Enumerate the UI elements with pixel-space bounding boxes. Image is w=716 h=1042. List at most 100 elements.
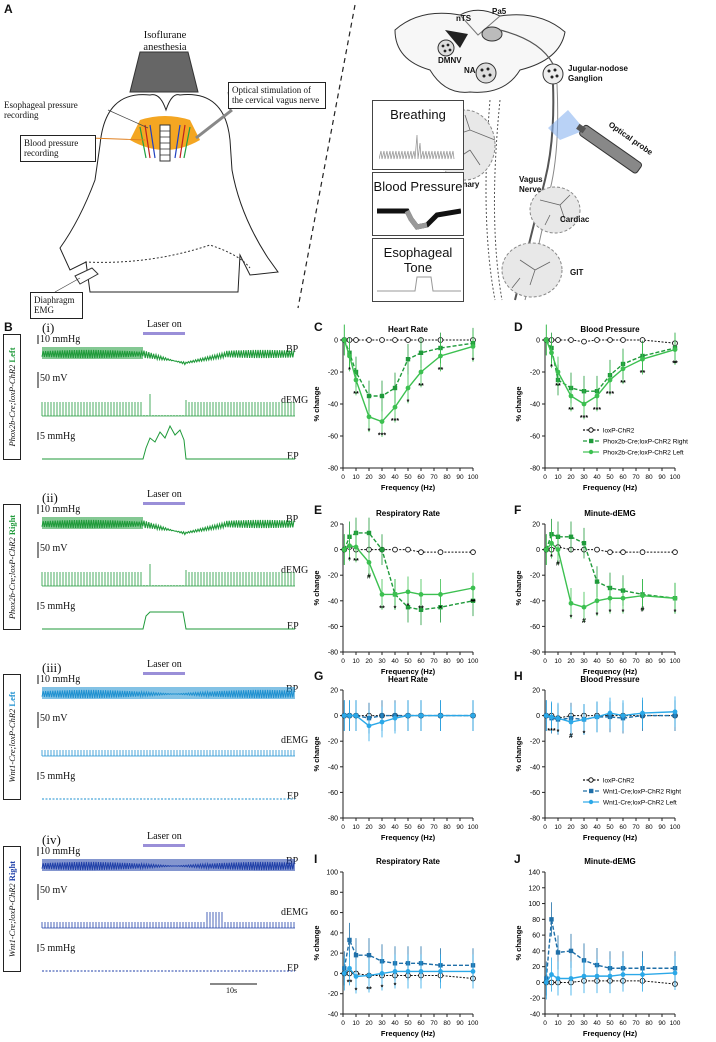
x-axis-label: Frequency (Hz) [381,483,436,492]
significance-mark: * [407,399,410,406]
x-tick-label: 20 [567,824,575,831]
time-scale-label: 10s [226,986,238,995]
x-tick-label: 100 [468,824,479,831]
data-point [405,385,411,391]
y-tick-label: 40 [330,930,338,937]
x-tick-label: 100 [670,1020,681,1027]
y-tick-label: -20 [328,370,338,377]
scale-bp: 10 mmHg [40,674,81,685]
significance-mark: * [674,361,677,368]
demg-trace [41,564,295,586]
y-tick-label: -40 [328,598,338,605]
bp-band [42,347,143,359]
x-tick-label: 20 [365,658,373,665]
data-point [347,937,352,943]
significance-mark: * [381,984,384,991]
y-tick-label: 0 [334,971,338,978]
data-point [366,973,372,978]
panel-label-f: F [514,503,522,517]
data-point [341,337,347,343]
data-point [640,972,645,977]
x-tick-label: 30 [378,1020,386,1027]
data-point [594,598,600,604]
series-line [343,545,474,596]
x-tick-label: 10 [554,1020,562,1027]
bp-band [42,687,295,699]
x-axis-label: Frequency (Hz) [583,483,638,492]
data-point [366,337,372,343]
x-tick-label: 50 [404,824,412,831]
x-axis-label: Frequency (Hz) [381,1029,436,1038]
significance-mark: # [582,618,586,625]
data-point [341,971,347,976]
chart-h: Blood Pressure -80 -60 -40 -20 0 20 0 10 20 30 40 50… [514,675,681,842]
data-point [607,549,613,556]
y-axis-label: % change [312,570,321,605]
data-point [672,970,678,976]
scale-emg: 50 mV [40,713,68,724]
data-point [568,534,574,539]
significance-mark: * [557,729,560,736]
significance-mark: * [394,982,397,989]
breathing-trace [379,134,455,160]
y-tick-label: -60 [530,434,540,441]
x-tick-label: 60 [619,1020,627,1027]
data-point [594,973,600,979]
data-point [366,560,372,565]
chart-title: Blood Pressure [580,325,640,334]
x-tick-label: 40 [593,824,601,831]
data-point [418,369,424,375]
legend-label: Phox2b-Cre;loxP-ChR2 Right [603,439,688,446]
data-point [555,715,561,721]
y-tick-label: -40 [530,1012,540,1019]
y-tick-label: 20 [532,964,540,971]
panel-label-g: G [314,669,324,683]
scale-bp: 10 mmHg [40,334,81,345]
y-tick-label: 80 [532,917,540,924]
data-point [594,546,600,553]
data-point [607,377,613,383]
significance-mark: ** [470,599,476,606]
series-line [343,967,473,978]
data-point [353,952,359,958]
x-tick-label: 20 [567,474,575,481]
legend-marker [589,438,594,444]
significance-mark: * [583,730,586,737]
nts-label: nTS [456,14,472,23]
y-axis-label: % change [514,570,523,605]
x-tick-label: 90 [658,474,666,481]
data-point [594,393,600,399]
bp-box-title: Blood Pressure [373,179,463,194]
series-line [344,546,473,553]
divider [297,4,356,309]
y-tick-label: 20 [532,688,540,695]
bp-label: BP [286,344,299,355]
legend-marker [589,788,594,794]
y-tick-label: -40 [328,764,338,771]
y-axis-label: % change [514,925,523,960]
y-tick-label: 40 [532,948,540,955]
chart-title: Heart Rate [388,325,429,334]
series-line [545,972,676,983]
significance-mark: * [472,599,475,606]
data-point [549,714,554,720]
y-axis-label: % change [514,386,523,421]
x-tick-label: 30 [378,824,386,831]
y-tick-label: -40 [530,402,540,409]
x-tick-label: 70 [430,658,438,665]
data-point [347,543,352,549]
data-point [581,401,587,407]
chart-title: Heart Rate [388,675,429,684]
data-point [607,973,613,979]
data-point [568,948,574,954]
y-tick-label: 100 [326,870,338,877]
anesthesia-label: Isoflurane anesthesia [143,30,187,54]
x-tick-label: 0 [341,658,345,665]
row-roman: (iv) [42,832,61,847]
y-tick-label: 100 [528,901,540,908]
data-point [392,715,398,721]
na-label: NA [464,66,476,75]
data-point [581,973,587,979]
data-point [549,350,554,356]
optical-fiber [195,108,233,140]
